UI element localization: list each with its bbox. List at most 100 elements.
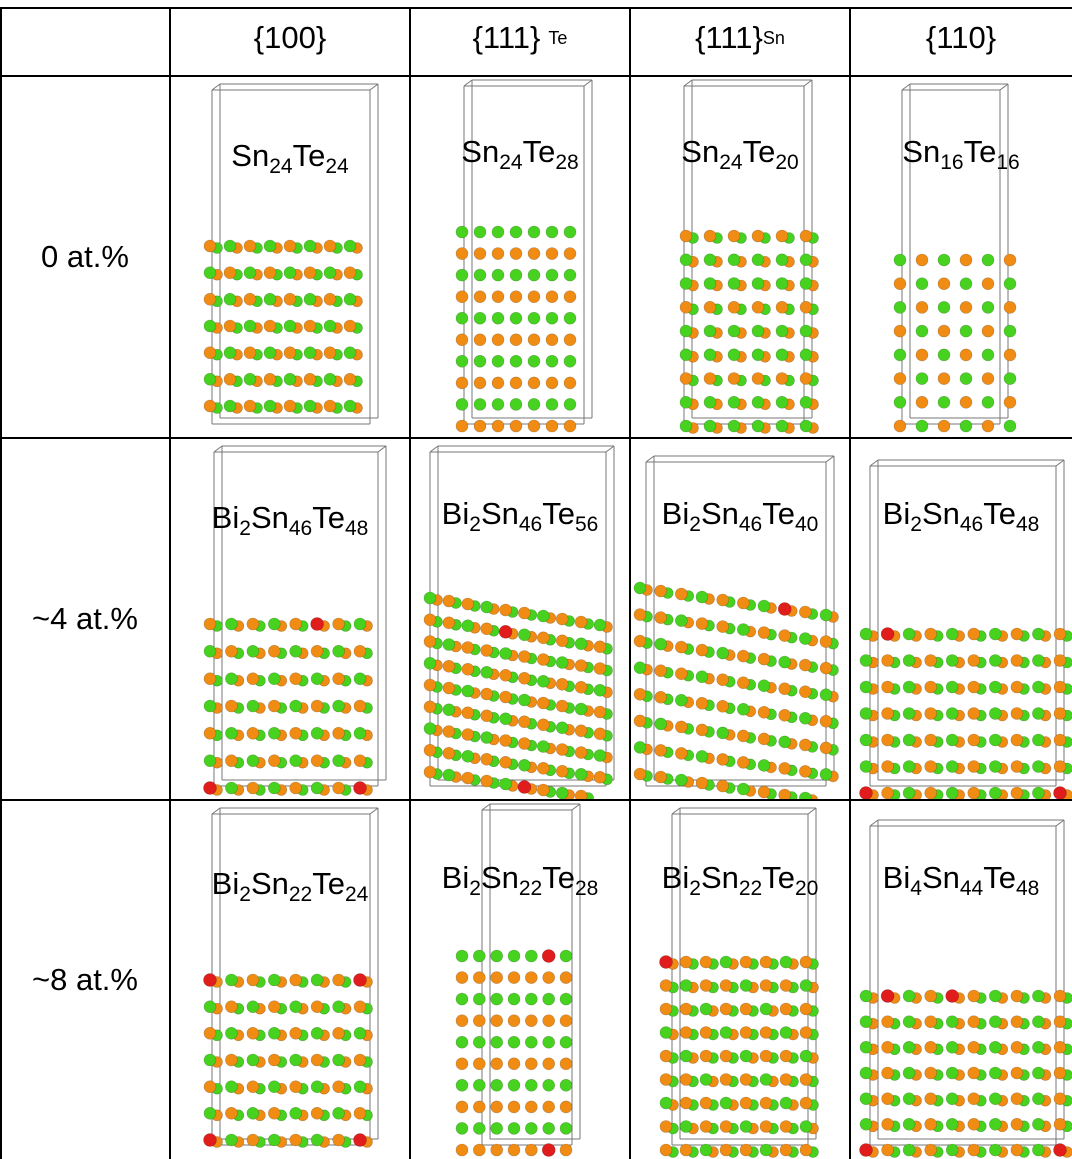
atom-te xyxy=(246,617,260,631)
atom-te xyxy=(654,744,668,757)
atom-sn xyxy=(799,1120,813,1133)
atom-te xyxy=(343,319,357,333)
atom-te xyxy=(303,372,317,386)
atom-te xyxy=(545,247,559,260)
atom-sn xyxy=(507,992,521,1006)
atom-sn xyxy=(727,277,741,290)
atom-te xyxy=(695,723,709,737)
atom-sn xyxy=(518,758,531,772)
atom-sn xyxy=(559,992,573,1006)
chemical-formula: Bi2Sn46Te48 xyxy=(170,500,410,539)
slab-structure xyxy=(455,79,593,433)
atom-sn xyxy=(509,311,523,325)
atom-bi xyxy=(203,973,217,987)
atom-sn xyxy=(353,617,367,631)
element-symbol: Te xyxy=(292,138,326,173)
atom-te xyxy=(759,1049,773,1063)
atom-sn xyxy=(499,777,512,791)
atom-te xyxy=(509,333,523,347)
atom-te xyxy=(751,372,765,385)
atom-sn xyxy=(893,253,907,267)
atom-sn xyxy=(455,268,469,282)
atom-te xyxy=(924,989,937,1003)
atom-te xyxy=(967,1143,981,1157)
atom-te xyxy=(703,372,717,385)
element-symbol: Te xyxy=(312,866,345,901)
atom-sn xyxy=(775,324,789,338)
atom-sn xyxy=(859,707,873,720)
atom-sn xyxy=(945,1143,959,1157)
atom-sn xyxy=(699,1002,713,1016)
atom-sn xyxy=(343,293,357,306)
atom-sn xyxy=(679,979,693,992)
atom-sn xyxy=(799,324,813,338)
atom-te xyxy=(491,290,505,303)
atom-te xyxy=(881,786,894,800)
atom-te xyxy=(555,699,569,713)
atom-te xyxy=(423,700,437,714)
atom-sn xyxy=(332,1053,345,1067)
atom-sn xyxy=(559,1035,573,1049)
atom-bi xyxy=(203,781,217,795)
atom-te xyxy=(332,1027,345,1040)
atom-sn xyxy=(507,1078,521,1092)
atom-sn xyxy=(263,399,277,413)
atom-sn xyxy=(289,645,302,658)
atom-te xyxy=(674,747,688,760)
atom-te xyxy=(537,761,550,775)
atom-sn xyxy=(859,989,873,1003)
atom-te xyxy=(473,419,487,433)
atom-te xyxy=(473,1143,486,1157)
atom-te xyxy=(799,301,813,314)
atom-bi xyxy=(1053,1143,1067,1157)
atom-te xyxy=(1053,680,1067,694)
atom-te xyxy=(263,319,277,333)
atom-te xyxy=(779,1120,793,1133)
atom-te xyxy=(518,606,531,620)
element-symbol: Sn xyxy=(250,866,289,901)
atom-te xyxy=(915,253,929,267)
atom-te xyxy=(1003,395,1017,409)
atom-te xyxy=(507,971,521,984)
atom-sn xyxy=(310,973,324,987)
atom-te xyxy=(283,346,297,360)
atom-sn xyxy=(959,277,973,290)
atom-sn xyxy=(323,319,337,333)
atom-sn xyxy=(859,627,873,641)
atom-bi xyxy=(353,1133,367,1147)
atom-te xyxy=(924,654,937,667)
atom-sn xyxy=(902,733,916,747)
atom-te xyxy=(967,1015,981,1028)
atom-te xyxy=(775,301,789,314)
column-header-label: {111} xyxy=(472,20,541,55)
atom-te xyxy=(555,612,569,626)
atom-te xyxy=(473,1014,486,1027)
atom-te xyxy=(527,419,541,433)
atom-te xyxy=(737,729,750,743)
atom-sn xyxy=(246,754,260,768)
atom-te xyxy=(263,372,277,386)
slab-structure xyxy=(659,807,819,1158)
atom-te xyxy=(499,734,512,747)
atom-te xyxy=(203,399,217,413)
atom-te xyxy=(507,1014,521,1027)
element-count: 20 xyxy=(775,151,799,174)
atom-te xyxy=(937,419,951,433)
atom-sn xyxy=(509,225,523,239)
atom-te xyxy=(332,672,345,685)
atom-te xyxy=(967,1117,981,1131)
chemical-formula: Sn24Te28 xyxy=(410,134,630,173)
atom-sn xyxy=(902,1066,916,1080)
atom-sn xyxy=(751,419,765,433)
atom-sn xyxy=(703,324,717,338)
atom-sn xyxy=(442,638,456,651)
atom-te xyxy=(499,603,512,617)
atom-sn xyxy=(1032,786,1045,800)
atom-te xyxy=(967,989,981,1003)
atom-te xyxy=(659,1002,673,1016)
atom-sn xyxy=(332,645,345,658)
atom-bi xyxy=(203,1133,217,1147)
atom-te xyxy=(757,705,771,719)
chemical-formula: Bi2Sn46Te40 xyxy=(630,496,850,535)
atom-sn xyxy=(989,1143,1002,1157)
